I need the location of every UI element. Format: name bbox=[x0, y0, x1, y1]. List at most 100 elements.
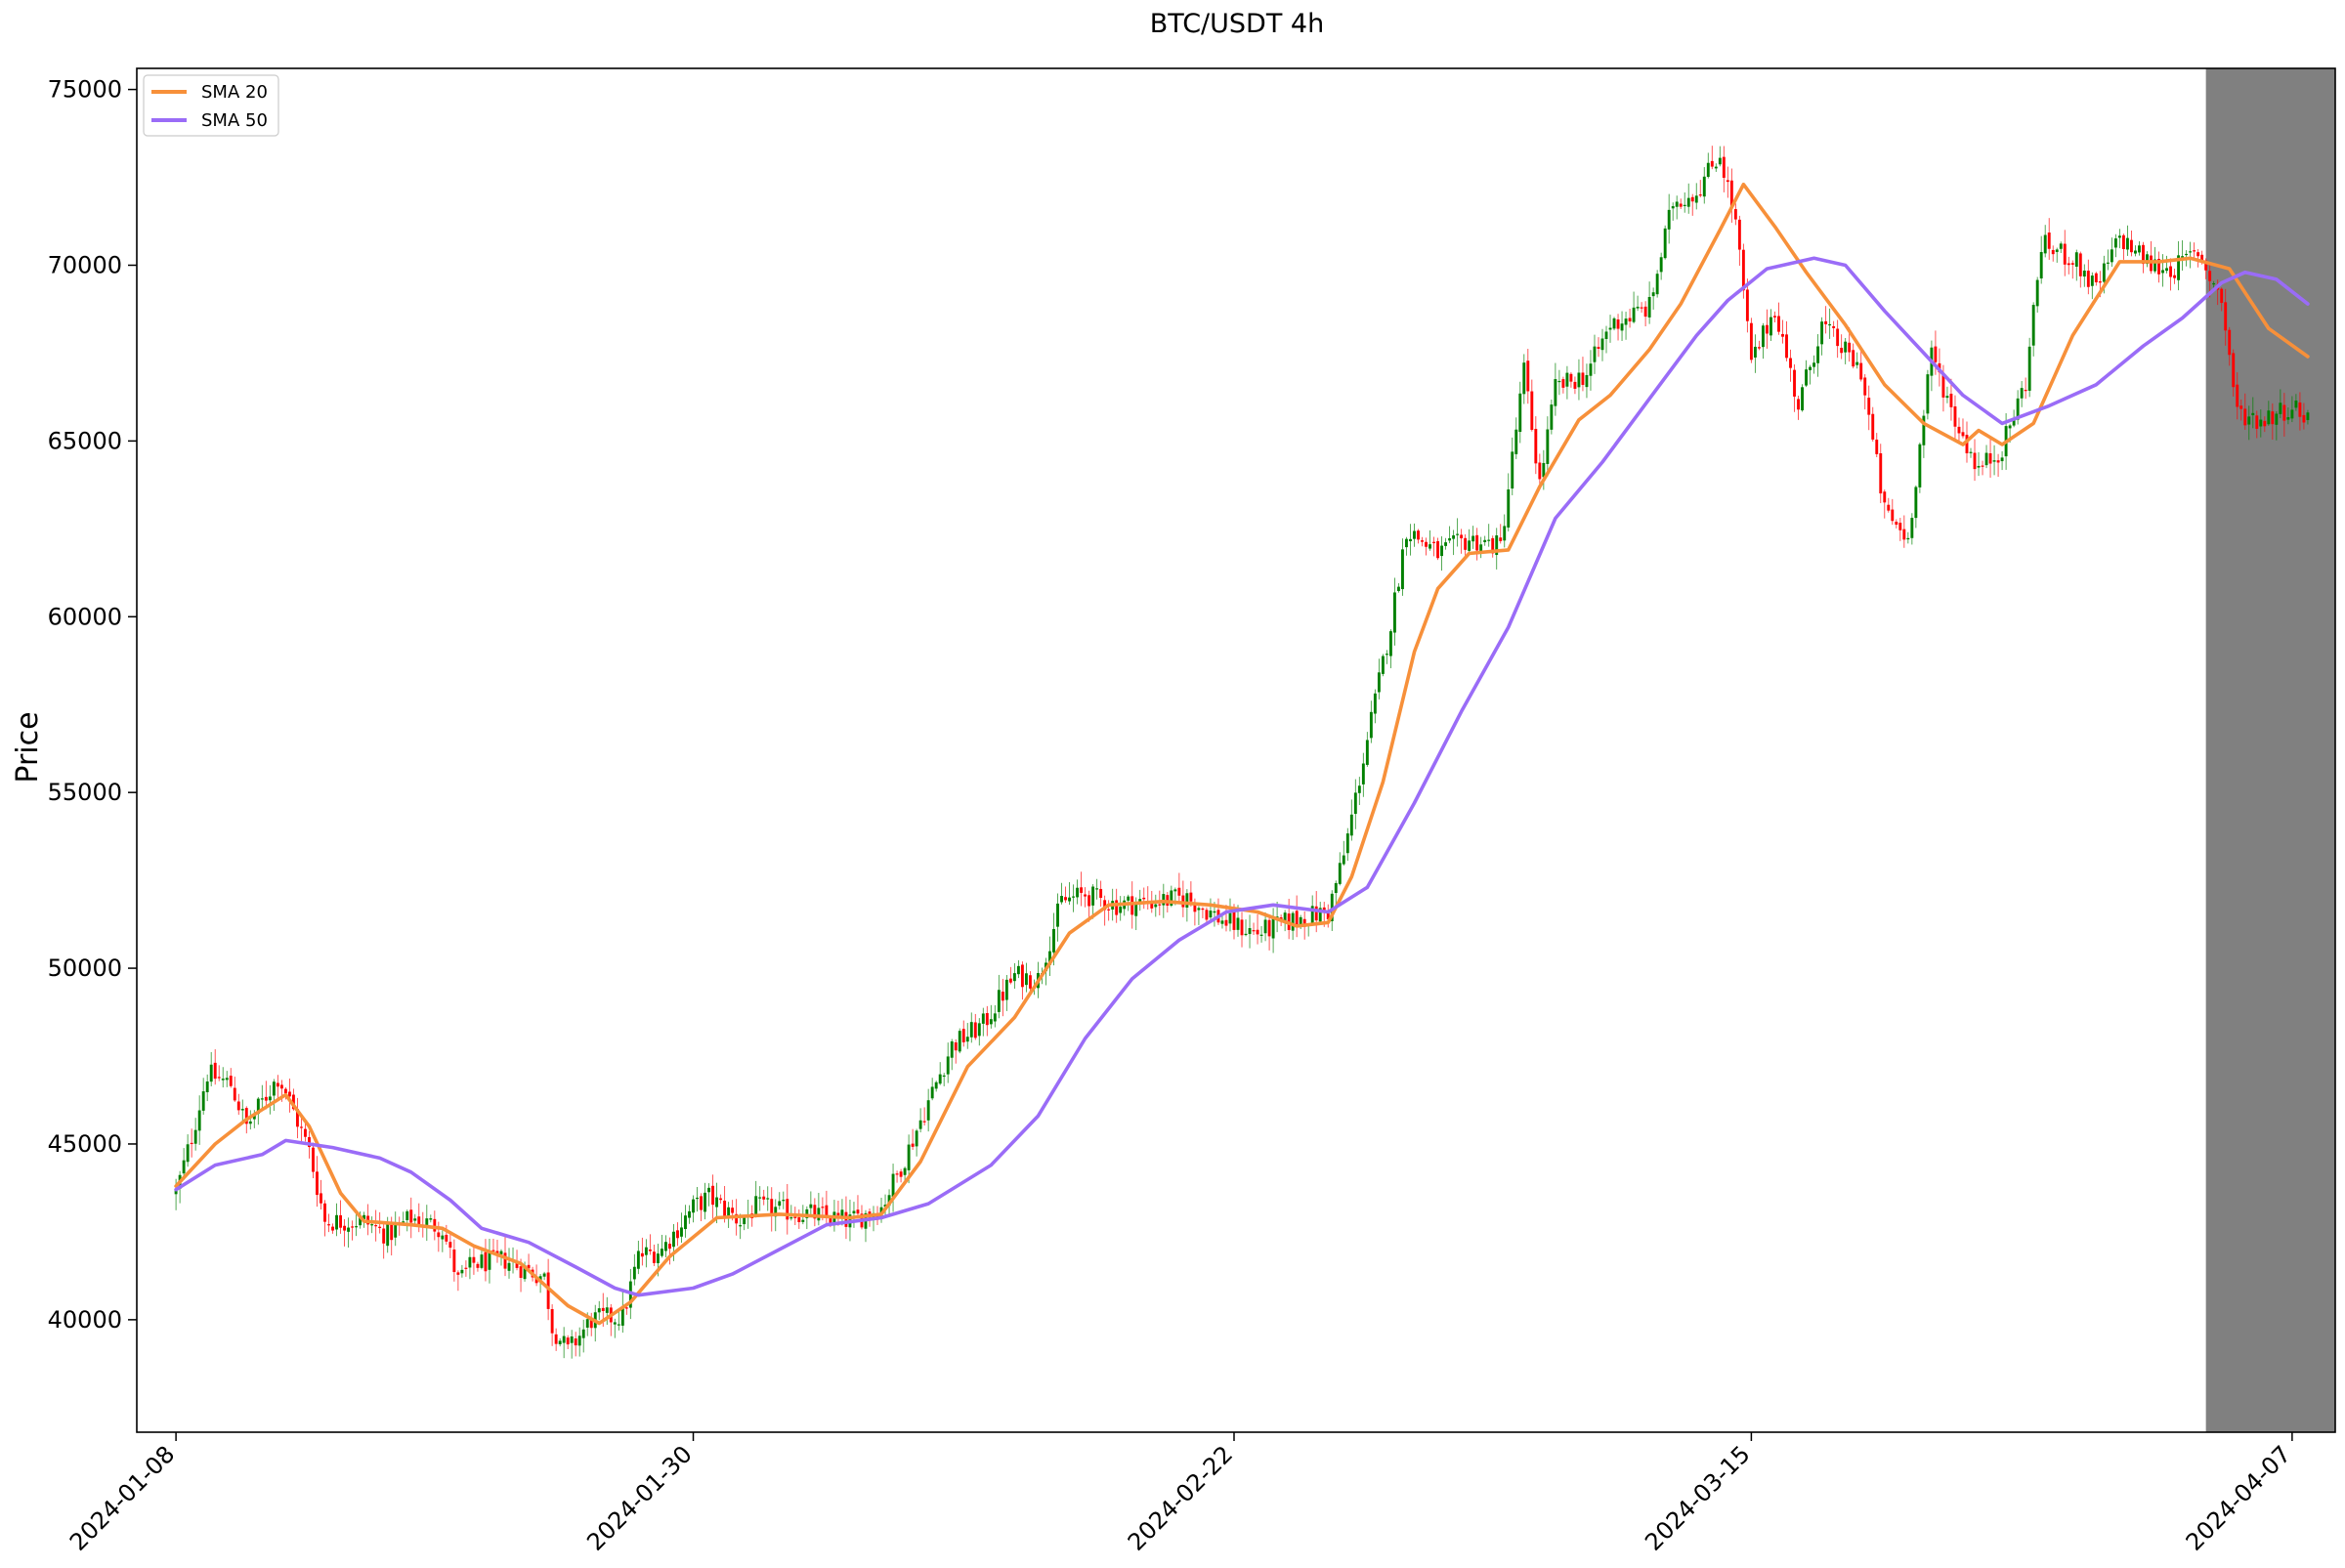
candle-body-down bbox=[793, 1216, 797, 1218]
candle-body-up bbox=[394, 1224, 398, 1238]
candle-body-down bbox=[723, 1200, 727, 1216]
candle-body-up bbox=[2012, 419, 2016, 426]
candle-body-up bbox=[2290, 409, 2294, 419]
candle-body-up bbox=[1686, 197, 1690, 207]
candle-body-down bbox=[2239, 405, 2243, 409]
candle-body-up bbox=[186, 1144, 190, 1163]
candle-body-down bbox=[452, 1249, 456, 1273]
candle-body-up bbox=[660, 1249, 663, 1256]
candle-body-up bbox=[1761, 325, 1765, 348]
candle-body-down bbox=[640, 1252, 644, 1257]
candle-body-down bbox=[1001, 992, 1004, 1001]
candle-body-up bbox=[1918, 444, 1922, 487]
candle-body-up bbox=[1456, 533, 1460, 535]
candle-body-up bbox=[1283, 912, 1287, 922]
candle-body-down bbox=[1205, 910, 1209, 920]
candle-body-down bbox=[327, 1224, 330, 1226]
candle-body-up bbox=[727, 1207, 731, 1218]
candle-body-up bbox=[1392, 592, 1396, 633]
candle-body-up bbox=[1503, 526, 1507, 541]
candle-body-up bbox=[644, 1247, 648, 1255]
candle-body-down bbox=[1836, 328, 1840, 347]
candle-body-up bbox=[1600, 338, 1604, 351]
candle-body-down bbox=[320, 1193, 322, 1204]
candle-body-up bbox=[1984, 452, 1988, 466]
y-axis-ticks: 40000 45000 50000 55000 60000 65000 70000 75000 bbox=[48, 76, 137, 1334]
candle-body-down bbox=[2204, 260, 2208, 271]
candle-body-down bbox=[961, 1029, 965, 1042]
candle-body-down bbox=[2173, 275, 2177, 278]
candle-body-up bbox=[1809, 366, 1812, 370]
candle-body-up bbox=[562, 1335, 566, 1343]
y-tick-label: 40000 bbox=[48, 1306, 122, 1334]
candle-body-up bbox=[1805, 369, 1808, 386]
candle-body-up bbox=[1518, 393, 1522, 433]
candle-body-up bbox=[1468, 540, 1471, 551]
candle-body-up bbox=[1138, 899, 1142, 904]
candle-body-down bbox=[1302, 918, 1306, 927]
candle-body-down bbox=[1996, 460, 2000, 463]
candle-body-up bbox=[2267, 410, 2271, 425]
candle-body-down bbox=[1793, 369, 1796, 397]
candle-body-up bbox=[1992, 460, 1996, 462]
candle-body-up bbox=[174, 1189, 178, 1195]
candle-body-up bbox=[1620, 323, 1624, 331]
candle-body-down bbox=[911, 1143, 915, 1147]
candle-body-up bbox=[989, 1019, 993, 1025]
candle-body-up bbox=[1655, 274, 1659, 295]
candle-body-down bbox=[1534, 428, 1538, 464]
candle-body-up bbox=[240, 1109, 244, 1111]
candle-body-up bbox=[2106, 262, 2110, 264]
candle-body-down bbox=[264, 1096, 268, 1101]
candle-body-up bbox=[1922, 415, 1926, 445]
candle-body-up bbox=[1263, 919, 1267, 934]
candle-body-up bbox=[2082, 270, 2086, 277]
candle-body-up bbox=[739, 1225, 743, 1227]
candle-body-down bbox=[711, 1185, 715, 1206]
candle-body-up bbox=[362, 1214, 366, 1219]
candle-body-up bbox=[1397, 586, 1400, 591]
candle-body-up bbox=[1507, 488, 1511, 528]
candle-body-down bbox=[1177, 887, 1181, 896]
candle-body-down bbox=[1871, 413, 1875, 440]
candle-body-up bbox=[1714, 166, 1718, 169]
candle-body-up bbox=[1753, 346, 1757, 358]
candle-body-up bbox=[1291, 912, 1295, 931]
candle-body-up bbox=[1926, 374, 1930, 414]
candle-body-up bbox=[903, 1167, 907, 1175]
candle-body-up bbox=[907, 1144, 911, 1170]
candle-body-down bbox=[2024, 390, 2027, 392]
candle-body-up bbox=[1409, 538, 1412, 542]
candle-body-down bbox=[1425, 541, 1428, 547]
candle-body-down bbox=[236, 1101, 240, 1111]
candle-body-down bbox=[1879, 452, 1883, 494]
candle-body-up bbox=[1694, 195, 1698, 203]
legend: SMA 20 SMA 50 bbox=[143, 74, 279, 137]
candle-body-down bbox=[1902, 529, 1906, 540]
candle-body-up bbox=[1769, 317, 1772, 336]
candle-body-up bbox=[934, 1081, 938, 1089]
candle-body-down bbox=[731, 1208, 735, 1213]
candle-body-down bbox=[287, 1091, 291, 1097]
candle-body-down bbox=[1949, 394, 1953, 407]
candle-body-down bbox=[190, 1142, 193, 1145]
candle-body-down bbox=[1628, 318, 1632, 322]
candle-body-down bbox=[550, 1309, 554, 1334]
candle-body-up bbox=[1636, 306, 1640, 309]
candle-body-down bbox=[2142, 244, 2145, 265]
candle-body-down bbox=[2121, 234, 2125, 249]
candle-body-up bbox=[2125, 237, 2129, 250]
candle-body-up bbox=[1522, 362, 1526, 395]
candle-body-down bbox=[279, 1084, 283, 1089]
candle-body-up bbox=[542, 1273, 546, 1277]
candle-body-down bbox=[1115, 900, 1119, 915]
candle-body-up bbox=[1405, 538, 1408, 548]
candle-body-up bbox=[1910, 518, 1914, 538]
candle-body-down bbox=[1895, 521, 1898, 526]
candle-body-down bbox=[456, 1272, 460, 1275]
candle-body-up bbox=[1495, 535, 1499, 556]
candle-body-up bbox=[1683, 204, 1686, 206]
candle-body-up bbox=[2247, 416, 2251, 425]
y-tick-label: 65000 bbox=[48, 427, 122, 454]
candle-body-up bbox=[2090, 275, 2094, 286]
